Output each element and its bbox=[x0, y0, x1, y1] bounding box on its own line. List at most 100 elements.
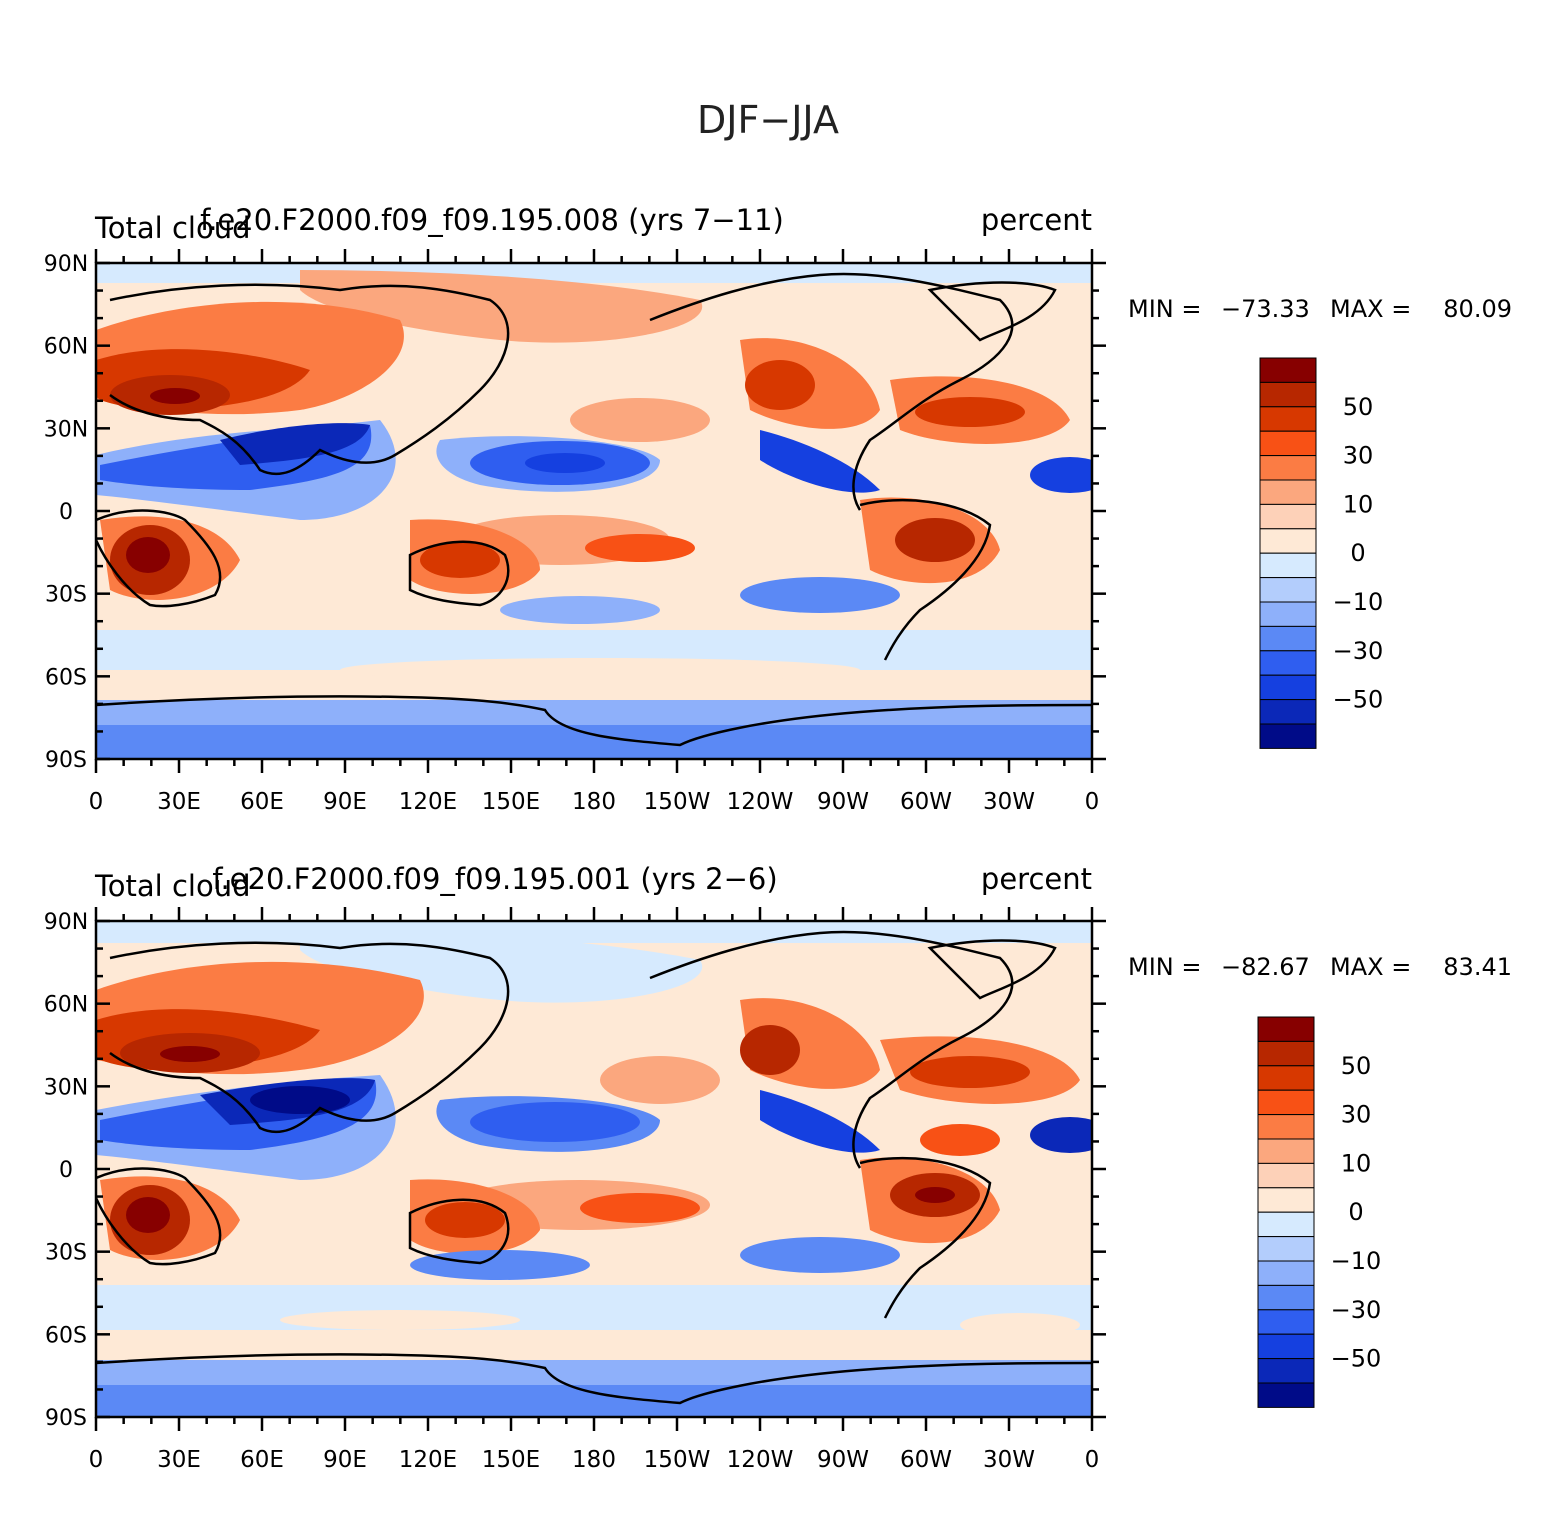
lat-tick-label: 60N bbox=[44, 993, 88, 1018]
panel-1-axis-ticks bbox=[94, 249, 1106, 773]
lon-tick-label: 60W bbox=[900, 789, 952, 815]
lon-tick-label: 0 bbox=[89, 789, 104, 815]
lat-tick-label: 90N bbox=[44, 252, 88, 277]
lon-tick-label: 90E bbox=[323, 789, 367, 815]
colorbar-label: −50 bbox=[1331, 1345, 1382, 1373]
colorbar-label: 0 bbox=[1348, 1198, 1363, 1226]
panel-2-stats: MIN = −82.67 MAX = 83.41 bbox=[1128, 953, 1512, 981]
colorbar-label: −10 bbox=[1333, 588, 1384, 616]
lon-tick-label: 120E bbox=[399, 1447, 457, 1473]
colorbar-label: 30 bbox=[1341, 1101, 1372, 1129]
panel-1-contour-field bbox=[96, 263, 1092, 759]
panel-1-colorbar: 50 30 10 0 −10 −30 −50 bbox=[1259, 357, 1384, 749]
lon-tick-label: 60W bbox=[900, 1447, 952, 1473]
colorbar-swatch bbox=[1259, 503, 1317, 530]
colorbar-swatch bbox=[1257, 1358, 1315, 1384]
lat-tick-label: 60S bbox=[45, 1323, 87, 1348]
colorbar-swatch bbox=[1257, 1260, 1315, 1286]
lat-tick-label: 30S bbox=[45, 1241, 87, 1266]
lon-tick-label: 60E bbox=[240, 1447, 284, 1473]
colorbar-swatch bbox=[1259, 357, 1317, 383]
colorbar-label: −30 bbox=[1331, 1296, 1382, 1324]
panel-2-contour-field bbox=[96, 921, 1092, 1417]
colorbar-swatch bbox=[1257, 1114, 1315, 1140]
panel-2-colorbar: 50 30 10 0 −10 −30 −50 bbox=[1257, 1016, 1382, 1408]
colorbar-label: −30 bbox=[1333, 637, 1384, 665]
colorbar-swatch bbox=[1257, 1089, 1315, 1116]
colorbar-swatch bbox=[1257, 1382, 1315, 1408]
panel-1-max-label: MAX = bbox=[1330, 295, 1411, 323]
colorbar-swatch bbox=[1259, 625, 1317, 652]
lat-tick-label: 60S bbox=[45, 665, 87, 690]
colorbar-label: 30 bbox=[1343, 442, 1374, 470]
panel-1-max-value: 80.09 bbox=[1443, 295, 1512, 323]
colorbar-swatch bbox=[1257, 1065, 1315, 1091]
lat-tick-label: 30N bbox=[44, 1075, 88, 1100]
colorbar-label: 10 bbox=[1343, 490, 1374, 518]
colorbar-label: −10 bbox=[1331, 1247, 1382, 1275]
lon-tick-label: 150W bbox=[644, 1447, 711, 1473]
panel-2-coastlines bbox=[96, 930, 1092, 1405]
colorbar-swatch bbox=[1259, 650, 1317, 676]
colorbar-swatch bbox=[1259, 723, 1317, 749]
panel-1: Total cloud f.e20.F2000.f09_f09.195.008 … bbox=[44, 203, 1512, 815]
lat-tick-label: 30S bbox=[45, 583, 87, 608]
colorbar-swatch bbox=[1257, 1016, 1315, 1042]
colorbar-swatch bbox=[1259, 381, 1317, 408]
panel-2-lat-tick-labels: 90N 60N 30N 0 30S 60S 90S bbox=[44, 910, 88, 1431]
lon-tick-label: 30E bbox=[157, 1447, 201, 1473]
panel-1-left-label: Total cloud bbox=[94, 211, 250, 245]
colorbar-swatch bbox=[1257, 1211, 1315, 1238]
lon-tick-label: 150W bbox=[644, 789, 711, 815]
colorbar-swatch bbox=[1257, 1309, 1315, 1335]
panel-2-center-label: f.e20.F2000.f09_f09.195.001 (yrs 2−6) bbox=[212, 862, 777, 896]
colorbar-swatch bbox=[1257, 1187, 1315, 1213]
panel-2-lon-tick-labels: 0 30E 60E 90E 120E 150E 180 150W 120W 90W 60W 30W 0 bbox=[89, 1447, 1100, 1473]
lat-tick-label: 90S bbox=[45, 1406, 87, 1431]
lat-tick-label: 90N bbox=[44, 910, 88, 935]
panel-2: Total cloud f.e20.F2000.f09_f09.195.001 … bbox=[44, 862, 1512, 1473]
colorbar-label: −50 bbox=[1333, 686, 1384, 714]
colorbar-swatch bbox=[1259, 430, 1317, 457]
colorbar-label: 10 bbox=[1341, 1149, 1372, 1177]
lon-tick-label: 120W bbox=[727, 789, 794, 815]
colorbar-swatch bbox=[1259, 528, 1317, 554]
lat-tick-label: 90S bbox=[45, 748, 87, 773]
colorbar-label: 0 bbox=[1350, 539, 1365, 567]
panel-1-min-label: MIN = bbox=[1128, 295, 1201, 323]
colorbar-swatch bbox=[1257, 1138, 1315, 1164]
colorbar-swatch bbox=[1259, 601, 1317, 627]
lon-tick-label: 180 bbox=[572, 789, 616, 815]
lon-tick-label: 30E bbox=[157, 789, 201, 815]
colorbar-swatch bbox=[1257, 1040, 1315, 1067]
panel-1-right-label: percent bbox=[981, 203, 1092, 237]
panel-1-stats: MIN = −73.33 MAX = 80.09 bbox=[1128, 295, 1512, 323]
lon-tick-label: 150E bbox=[482, 789, 540, 815]
lon-tick-label: 180 bbox=[572, 1447, 616, 1473]
lon-tick-label: 120W bbox=[727, 1447, 794, 1473]
colorbar-swatch bbox=[1257, 1162, 1315, 1189]
colorbar-swatch bbox=[1259, 479, 1317, 505]
lon-tick-label: 30W bbox=[983, 1447, 1035, 1473]
lon-tick-label: 90W bbox=[817, 789, 869, 815]
lon-tick-label: 60E bbox=[240, 789, 284, 815]
panel-1-lon-tick-labels: 0 30E 60E 90E 120E 150E 180 150W 120W 90W 60W 30W 0 bbox=[89, 789, 1100, 815]
lon-tick-label: 90E bbox=[323, 1447, 367, 1473]
panel-2-max-label: MAX = bbox=[1330, 953, 1411, 981]
lat-tick-label: 30N bbox=[44, 417, 88, 442]
colorbar-swatch bbox=[1259, 455, 1317, 481]
lon-tick-label: 120E bbox=[399, 789, 457, 815]
lat-tick-label: 0 bbox=[59, 500, 73, 525]
colorbar-swatch bbox=[1259, 577, 1317, 603]
panel-2-axis-ticks bbox=[94, 907, 1106, 1431]
panel-2-max-value: 83.41 bbox=[1443, 953, 1512, 981]
panel-1-min-value: −73.33 bbox=[1221, 295, 1310, 323]
colorbar-swatch bbox=[1259, 674, 1317, 701]
panel-1-center-label: f.e20.F2000.f09_f09.195.008 (yrs 7−11) bbox=[200, 203, 784, 237]
colorbar-swatch bbox=[1259, 552, 1317, 579]
colorbar-swatch bbox=[1259, 699, 1317, 725]
panel-2-min-label: MIN = bbox=[1128, 953, 1201, 981]
colorbar-label: 50 bbox=[1341, 1052, 1372, 1080]
lon-tick-label: 0 bbox=[1085, 789, 1100, 815]
